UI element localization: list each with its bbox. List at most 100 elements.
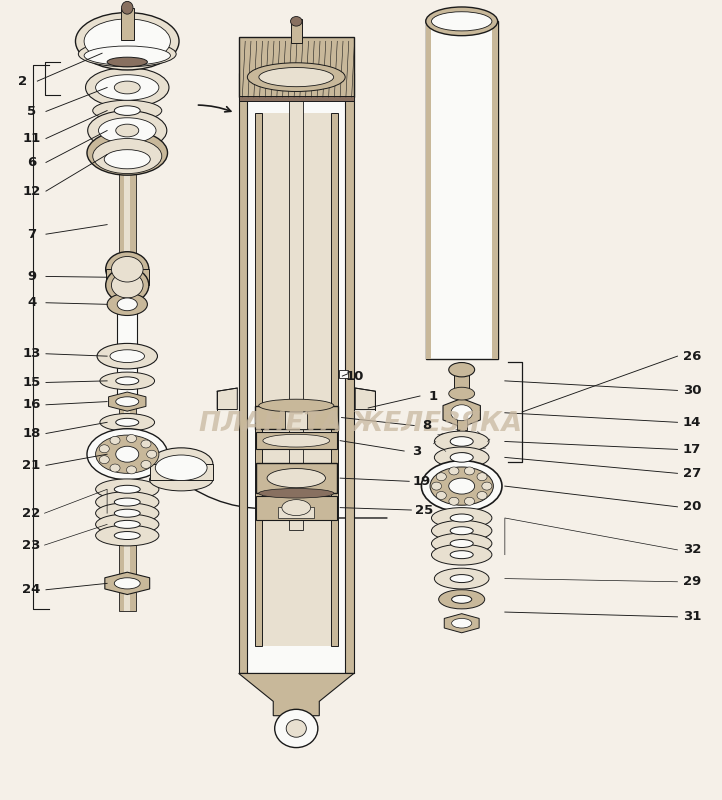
Ellipse shape <box>111 257 143 282</box>
Text: 23: 23 <box>22 538 40 551</box>
Bar <box>121 8 134 40</box>
Ellipse shape <box>84 19 170 63</box>
Ellipse shape <box>452 618 471 628</box>
Text: 9: 9 <box>27 270 36 283</box>
Ellipse shape <box>126 434 136 442</box>
Ellipse shape <box>464 467 474 475</box>
Ellipse shape <box>104 150 150 169</box>
Text: 21: 21 <box>22 459 40 472</box>
Bar <box>256 432 336 450</box>
Ellipse shape <box>435 447 489 468</box>
Ellipse shape <box>435 568 489 589</box>
Bar <box>256 496 336 519</box>
Ellipse shape <box>449 467 459 475</box>
Ellipse shape <box>436 491 446 499</box>
Ellipse shape <box>451 437 473 446</box>
Bar <box>285 406 307 430</box>
Ellipse shape <box>432 508 492 528</box>
Ellipse shape <box>110 464 120 472</box>
Text: 8: 8 <box>422 419 432 432</box>
Ellipse shape <box>114 486 140 494</box>
Bar <box>339 370 348 378</box>
Polygon shape <box>217 388 238 410</box>
Bar <box>239 38 354 97</box>
Text: 7: 7 <box>27 228 36 241</box>
Ellipse shape <box>451 405 472 421</box>
Text: 15: 15 <box>22 376 40 389</box>
Bar <box>345 73 354 674</box>
Text: 12: 12 <box>22 185 40 198</box>
Ellipse shape <box>464 498 474 506</box>
Ellipse shape <box>451 550 473 558</box>
Ellipse shape <box>449 387 474 400</box>
Ellipse shape <box>282 500 310 515</box>
Ellipse shape <box>107 57 147 66</box>
Ellipse shape <box>141 461 151 469</box>
Ellipse shape <box>482 482 492 490</box>
Ellipse shape <box>110 350 144 362</box>
Bar <box>262 113 331 646</box>
Text: 3: 3 <box>412 445 422 458</box>
Ellipse shape <box>452 595 471 603</box>
Ellipse shape <box>116 397 139 406</box>
Bar <box>255 406 338 430</box>
Ellipse shape <box>451 453 473 462</box>
Bar <box>149 464 213 480</box>
Ellipse shape <box>149 469 213 491</box>
Ellipse shape <box>116 377 139 385</box>
Text: 24: 24 <box>22 583 40 596</box>
Ellipse shape <box>432 12 492 31</box>
Bar <box>124 54 130 611</box>
Ellipse shape <box>114 498 140 506</box>
Text: 30: 30 <box>682 384 701 397</box>
Ellipse shape <box>95 74 159 100</box>
Ellipse shape <box>105 268 149 302</box>
Ellipse shape <box>477 473 487 481</box>
Ellipse shape <box>99 445 109 453</box>
Ellipse shape <box>100 372 155 390</box>
Ellipse shape <box>432 520 492 541</box>
Ellipse shape <box>105 252 149 286</box>
Ellipse shape <box>116 124 139 137</box>
Ellipse shape <box>117 298 137 310</box>
Bar <box>454 370 469 394</box>
Ellipse shape <box>274 710 318 747</box>
Ellipse shape <box>111 273 143 298</box>
Ellipse shape <box>426 7 497 36</box>
Ellipse shape <box>100 414 155 431</box>
Ellipse shape <box>258 399 334 412</box>
Text: ПЛАНЕТА ЖЕЛЕЗЯКА: ПЛАНЕТА ЖЕЛЕЗЯКА <box>199 411 523 437</box>
Ellipse shape <box>97 343 157 369</box>
Polygon shape <box>444 614 479 633</box>
Polygon shape <box>355 388 375 410</box>
Text: 13: 13 <box>22 347 40 360</box>
Ellipse shape <box>258 489 334 498</box>
Text: 31: 31 <box>683 610 701 623</box>
Bar <box>278 507 314 518</box>
Ellipse shape <box>114 81 140 94</box>
Ellipse shape <box>95 514 159 534</box>
Ellipse shape <box>451 514 473 522</box>
Ellipse shape <box>114 578 140 589</box>
Ellipse shape <box>149 448 213 480</box>
Text: 6: 6 <box>27 156 36 169</box>
Text: 29: 29 <box>683 575 701 588</box>
Ellipse shape <box>95 503 159 523</box>
Text: 2: 2 <box>18 74 27 88</box>
Ellipse shape <box>79 42 176 66</box>
Ellipse shape <box>114 520 140 528</box>
Ellipse shape <box>116 446 139 462</box>
Ellipse shape <box>92 100 162 121</box>
Ellipse shape <box>99 456 109 464</box>
Bar <box>456 413 466 430</box>
Polygon shape <box>105 572 149 594</box>
Polygon shape <box>239 674 354 716</box>
Ellipse shape <box>436 473 446 481</box>
Text: 17: 17 <box>683 443 701 456</box>
Bar <box>290 19 302 43</box>
Ellipse shape <box>430 467 493 506</box>
Ellipse shape <box>449 478 474 494</box>
Ellipse shape <box>85 67 169 107</box>
Ellipse shape <box>87 110 167 150</box>
Bar <box>256 463 336 494</box>
